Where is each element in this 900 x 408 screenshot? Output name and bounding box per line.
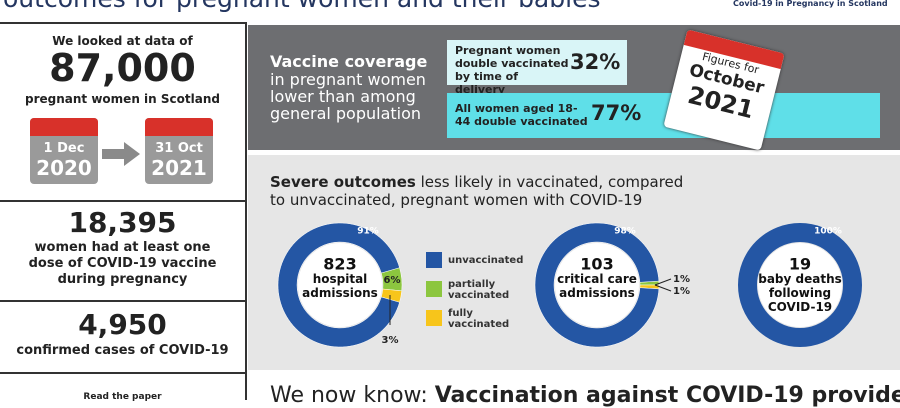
vaccinated-count: 18,395 xyxy=(68,206,177,239)
donut-segment xyxy=(738,223,862,347)
legend-word: partially xyxy=(448,279,496,290)
vaccinated-text: women had at least one dose of COVID-19 … xyxy=(28,240,217,287)
donut-count: 19 xyxy=(789,255,811,274)
legend-swatch xyxy=(426,252,442,268)
coverage-text: in pregnant women lower than among gener… xyxy=(270,70,426,123)
value-label: 6% xyxy=(384,275,401,286)
start-day: 1 Dec xyxy=(43,141,85,156)
coverage-value: 32% xyxy=(570,50,621,74)
coverage-value: 77% xyxy=(591,101,642,125)
legend-word: vaccinated xyxy=(448,290,509,301)
heading-rest: less likely in vaccinated, compared to u… xyxy=(270,173,684,209)
donut-segment xyxy=(534,222,660,348)
end-day: 31 Oct xyxy=(155,141,203,156)
coverage-heading: Vaccine coverage xyxy=(270,52,428,71)
legend-swatch xyxy=(426,310,442,326)
donut-count: 103 xyxy=(580,255,613,274)
legend-label: partially vaccinated xyxy=(448,279,509,301)
intro: We looked at data of xyxy=(52,34,193,48)
donut-hole xyxy=(758,243,842,327)
divider xyxy=(0,22,246,24)
cases-text: confirmed cases of COVID-19 xyxy=(16,343,229,358)
logo-text: Covid-19 in Pregnancy in Scotland xyxy=(733,0,888,8)
donut-segment xyxy=(277,222,400,348)
summary-panel xyxy=(0,22,247,400)
divider xyxy=(0,372,246,374)
value-label: 1% xyxy=(673,274,690,285)
value-label: 1% xyxy=(673,286,690,297)
leader-line xyxy=(654,284,672,292)
heading-bold: Severe outcomes xyxy=(270,173,416,191)
cases-count: 4,950 xyxy=(78,308,167,341)
donut-hole xyxy=(555,243,639,327)
calendar: 31 Oct 2021 xyxy=(145,118,213,184)
coverage-box xyxy=(447,93,880,138)
donut-label-line: critical care xyxy=(557,272,637,286)
donut-label-line: following xyxy=(769,286,831,300)
footer-lead: We now know: xyxy=(270,383,428,408)
coverage-label: All women aged 18-44 double vaccinated xyxy=(455,102,588,128)
value-label: 100% xyxy=(814,227,842,237)
donut-label-line: admissions xyxy=(302,286,378,300)
donut-label-line: admissions xyxy=(559,286,635,300)
legend-word: fully xyxy=(448,308,473,319)
arrow xyxy=(102,142,140,166)
divider xyxy=(0,200,246,202)
coverage-box xyxy=(447,40,627,85)
coverage-label: Pregnant women double vaccinated by time… xyxy=(455,44,569,96)
donut-label-line: hospital xyxy=(313,272,368,286)
outcomes-heading: Severe outcomes less likely in vaccinate… xyxy=(270,173,690,209)
donut-label: critical care admissions xyxy=(557,272,637,300)
legend-label: unvaccinated xyxy=(448,255,523,266)
donut-label: hospital admissions xyxy=(302,272,378,300)
divider xyxy=(0,300,246,302)
end-year: 2021 xyxy=(151,156,207,180)
population: pregnant women in Scotland xyxy=(25,92,220,106)
leader-line xyxy=(654,278,672,286)
start-year: 2020 xyxy=(36,156,92,180)
legend-label: fully vaccinated xyxy=(448,308,509,330)
footer-bold: Vaccination against COVID-19 provides xyxy=(434,383,900,408)
page-title: outcomes for pregnant women and their ba… xyxy=(3,0,600,13)
value-label: 3% xyxy=(382,335,399,346)
donut-label-line: COVID-19 xyxy=(768,300,832,314)
calendar: 1 Dec 2020 xyxy=(30,118,98,184)
read-paper: Read the paper xyxy=(83,392,162,402)
value-label: 91% xyxy=(357,227,379,237)
legend-swatch xyxy=(426,281,442,297)
value-label: 98% xyxy=(614,227,636,237)
donut-label: baby deaths following COVID-19 xyxy=(758,272,842,314)
legend-word: vaccinated xyxy=(448,319,509,330)
total: 87,000 xyxy=(49,46,196,90)
donut-hole xyxy=(298,243,382,327)
donut-label-line: baby deaths xyxy=(758,272,842,286)
donut-count: 823 xyxy=(323,255,356,274)
footer: We now know: Vaccination against COVID-1… xyxy=(270,383,900,408)
